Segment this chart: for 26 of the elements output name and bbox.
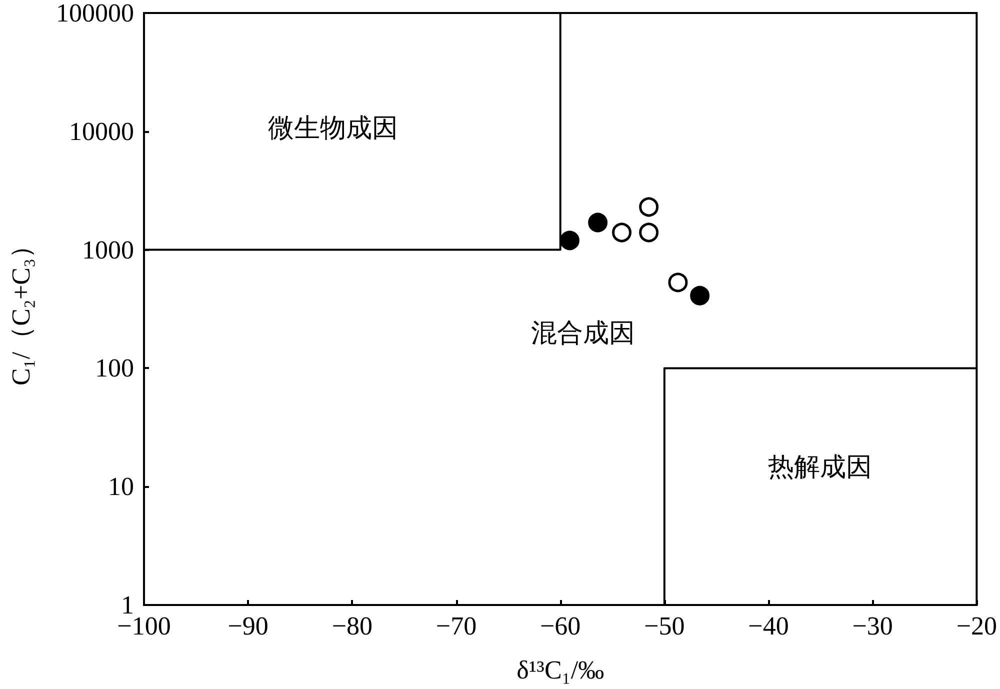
annotation: 热解成因 xyxy=(768,452,872,482)
y-tick-label: 100 xyxy=(95,354,134,383)
x-tick-label: −40 xyxy=(748,612,789,640)
y-tick-label: 10 xyxy=(108,472,134,502)
x-axis-title: δ¹³C₁/‰ xyxy=(516,656,604,684)
y-axis-title: C₁/（C₂+C₃） xyxy=(6,232,36,386)
x-tick-label: −70 xyxy=(436,612,477,640)
x-tick-label: −50 xyxy=(644,612,685,640)
y-tick-label: 1000 xyxy=(82,235,134,264)
y-tick-label: 100000 xyxy=(56,0,134,28)
point xyxy=(560,230,580,250)
x-tick-label: −80 xyxy=(332,612,373,640)
annotation: 微生物成因 xyxy=(268,114,398,142)
point xyxy=(639,222,659,242)
point xyxy=(668,272,688,292)
point xyxy=(639,197,659,217)
point xyxy=(690,286,710,306)
x-tick-label: −90 xyxy=(228,612,268,640)
point xyxy=(612,222,632,242)
x-tick-label: −20 xyxy=(956,612,998,640)
y-tick-label: 10000 xyxy=(69,116,134,146)
point xyxy=(588,212,608,232)
annotation: 混合成因 xyxy=(531,318,635,348)
y-tick-label: 1 xyxy=(121,590,134,620)
x-tick-label: −30 xyxy=(852,612,893,640)
x-tick-label: −60 xyxy=(540,612,581,640)
